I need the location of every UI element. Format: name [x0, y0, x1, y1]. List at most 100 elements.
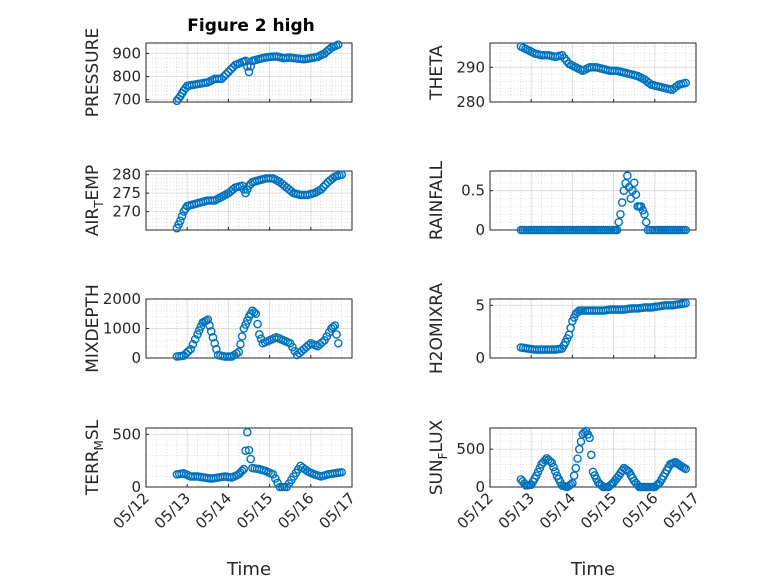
- data-point: [576, 437, 586, 446]
- y-axis-label: AIRTEMP: [83, 165, 106, 236]
- data-point: [644, 78, 654, 88]
- data-point: [219, 72, 229, 81]
- x-axis-label: Time: [226, 559, 271, 580]
- data-point: [251, 309, 261, 319]
- data-point: [672, 82, 681, 91]
- data-point: [193, 330, 202, 339]
- subplot-4: 0 0.5 RAINFALL: [427, 160, 697, 240]
- data-point: [638, 206, 648, 215]
- y-tick-label: 0: [475, 349, 485, 367]
- data-point: [271, 474, 280, 483]
- data-point: [681, 225, 691, 235]
- data-point: [210, 338, 219, 348]
- y-axis-label: MIXDEPTH: [83, 284, 103, 373]
- data-point: [330, 321, 340, 330]
- data-point: [550, 467, 560, 476]
- y-axis-label: PRESSURE: [83, 28, 103, 117]
- y-tick-label: 0: [131, 478, 141, 496]
- data-point: [212, 344, 221, 354]
- y-tick-label: 0.5: [461, 182, 485, 200]
- x-axis-label: Time: [570, 559, 615, 580]
- data-point: [181, 349, 191, 358]
- data-point: [226, 65, 235, 74]
- data-point: [237, 332, 247, 341]
- data-point: [244, 445, 254, 455]
- data-point: [194, 326, 204, 335]
- y-axis-label: H2OMIXRA: [427, 283, 447, 374]
- subplot-1: 700 800 900 PRESSURE: [83, 28, 353, 117]
- data-point: [190, 335, 200, 344]
- data-point: [566, 480, 575, 489]
- data-point: [228, 185, 238, 194]
- data-point: [549, 462, 558, 472]
- y-tick-label: 0: [131, 349, 141, 367]
- data-point: [237, 466, 247, 476]
- subplot-2: 280 290 THETA: [427, 42, 697, 111]
- data-point: [337, 467, 347, 477]
- data-point: [234, 347, 243, 357]
- data-point: [641, 217, 651, 227]
- data-point: [273, 478, 282, 488]
- y-axis-label: THETA: [427, 45, 447, 101]
- data-point: [681, 298, 691, 308]
- data-point: [253, 319, 262, 329]
- data-point: [177, 211, 187, 221]
- data-point: [203, 315, 213, 324]
- figure-title: Figure 2 high: [187, 16, 315, 36]
- data-point: [332, 330, 341, 339]
- data-point: [612, 225, 622, 235]
- y-tick-label: 500: [456, 440, 485, 458]
- data-point: [640, 209, 649, 219]
- data-point: [571, 463, 581, 473]
- data-point: [246, 454, 256, 464]
- data-point: [573, 454, 582, 463]
- data-point: [681, 78, 691, 88]
- data-point: [242, 316, 252, 325]
- data-point: [241, 446, 250, 455]
- data-point: [205, 321, 214, 330]
- y-tick-label: 0: [475, 221, 485, 239]
- data-point: [568, 478, 577, 488]
- data-point: [569, 471, 579, 480]
- data-point: [224, 67, 233, 77]
- data-point: [337, 170, 347, 179]
- axes-box: [489, 170, 697, 231]
- y-axis-label: SUNFLUX: [427, 419, 450, 495]
- data-point: [184, 347, 193, 356]
- data-point: [586, 450, 596, 460]
- data-point: [316, 185, 326, 194]
- data-point: [242, 427, 252, 437]
- y-tick-label: 1000: [103, 320, 141, 338]
- data-point: [319, 182, 328, 192]
- data-point: [617, 198, 627, 207]
- data-point: [317, 337, 327, 347]
- data-point: [239, 464, 249, 474]
- data-point: [244, 67, 254, 77]
- data-point: [631, 190, 641, 199]
- y-tick-label: 5: [475, 296, 485, 314]
- data-point: [186, 344, 195, 354]
- data-point: [268, 470, 278, 479]
- data-point: [287, 186, 296, 196]
- data-point: [242, 62, 252, 71]
- data-point: [254, 330, 264, 339]
- y-tick-label: 270: [112, 203, 141, 221]
- data-point: [206, 327, 216, 336]
- data-point: [616, 209, 625, 219]
- axes-box: [489, 42, 697, 103]
- data-point: [236, 339, 245, 349]
- data-point: [333, 40, 343, 49]
- y-tick-label: 280: [456, 93, 485, 111]
- y-tick-label: 275: [112, 184, 141, 202]
- data-point: [585, 433, 594, 443]
- data-point: [547, 458, 557, 468]
- data-point: [176, 216, 185, 226]
- data-point: [623, 171, 632, 181]
- data-point: [629, 178, 639, 188]
- y-tick-label: 800: [112, 68, 141, 86]
- y-tick-label: 900: [112, 44, 141, 62]
